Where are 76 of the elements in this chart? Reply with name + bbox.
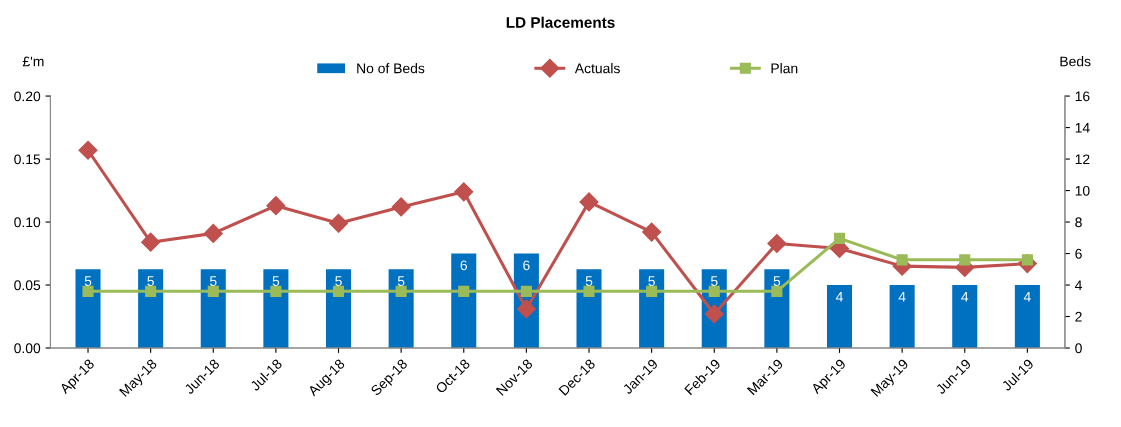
- point: [646, 285, 658, 297]
- point: [395, 285, 407, 297]
- bar: [325, 269, 352, 348]
- point: [78, 140, 98, 160]
- data-label: 5: [648, 276, 655, 286]
- bar: [75, 269, 101, 348]
- y-tick-label: 0.15: [14, 154, 41, 165]
- data-label: 6: [460, 260, 468, 271]
- data-label: 5: [773, 276, 781, 286]
- data-label: 6: [523, 260, 530, 271]
- data-label: 5: [84, 276, 92, 286]
- point: [520, 285, 532, 297]
- bar: [952, 285, 978, 348]
- y2-tick-label: 8: [1075, 217, 1082, 228]
- legend-label: Plan: [771, 63, 798, 74]
- point: [771, 285, 783, 297]
- point: [332, 285, 345, 297]
- data-label: 5: [272, 276, 280, 286]
- point: [833, 232, 846, 244]
- data-label: 4: [898, 292, 906, 302]
- bar: [764, 269, 790, 348]
- point: [207, 285, 219, 297]
- bar: [138, 269, 164, 348]
- point: [266, 196, 286, 216]
- y2-tick-label: 16: [1075, 91, 1090, 102]
- point: [767, 233, 787, 253]
- y-axis-title: £'m: [22, 56, 44, 67]
- legend-label: Actuals: [574, 63, 620, 74]
- y2-tick-label: 0: [1075, 343, 1082, 354]
- point: [270, 285, 282, 297]
- y2-tick-label: 6: [1075, 248, 1082, 259]
- data-label: 5: [397, 276, 405, 286]
- y-tick-label: 0.10: [14, 217, 41, 228]
- data-label: 5: [710, 276, 718, 286]
- data-label: 5: [585, 276, 593, 286]
- point: [708, 285, 720, 297]
- bar: [200, 269, 226, 348]
- bar: [388, 269, 414, 348]
- y2-tick-label: 12: [1075, 154, 1090, 165]
- bar: [263, 269, 289, 348]
- data-label: 4: [961, 292, 969, 302]
- bar: [1014, 285, 1040, 348]
- point: [141, 232, 161, 252]
- point: [82, 285, 94, 297]
- bar: [826, 285, 853, 348]
- point: [454, 182, 474, 202]
- data-label: 5: [147, 276, 154, 286]
- point: [516, 299, 536, 319]
- bar: [639, 269, 665, 348]
- data-label: 5: [209, 276, 217, 286]
- data-label: 5: [335, 276, 342, 286]
- legend-label: No of Beds: [357, 63, 425, 74]
- point: [896, 254, 908, 266]
- y2-tick-label: 14: [1075, 123, 1090, 133]
- y-tick-label: 0.05: [14, 280, 41, 291]
- data-label: 4: [1023, 292, 1031, 302]
- y-tick-label: 0.20: [14, 91, 41, 102]
- point: [391, 197, 411, 217]
- point: [203, 223, 223, 243]
- point: [328, 213, 349, 233]
- bar: [576, 269, 602, 348]
- chart-title: LD Placements: [506, 16, 615, 28]
- bar: [451, 253, 477, 348]
- y2-tick-label: 4: [1074, 280, 1082, 291]
- y2-tick-label: 10: [1075, 185, 1090, 196]
- bar: [889, 285, 915, 348]
- point: [145, 285, 157, 297]
- point: [642, 222, 662, 242]
- point: [583, 285, 595, 297]
- point: [458, 285, 470, 297]
- data-label: 4: [835, 292, 843, 302]
- y-tick-label: 0.00: [14, 343, 41, 354]
- y2-axis-title: Beds: [1060, 56, 1091, 67]
- point: [959, 254, 971, 266]
- point: [579, 192, 599, 212]
- y2-tick-label: 2: [1075, 311, 1082, 322]
